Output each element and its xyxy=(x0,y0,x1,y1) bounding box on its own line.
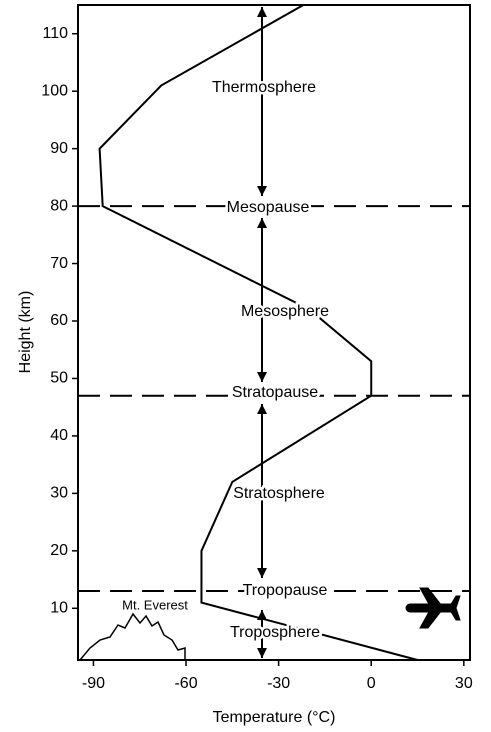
layer-label: Tropopause xyxy=(243,582,328,599)
y-tick-label: 60 xyxy=(50,312,68,329)
y-tick-label: 70 xyxy=(50,255,68,272)
layer-label: Troposphere xyxy=(230,624,320,641)
y-tick-label: 100 xyxy=(41,82,68,99)
layer-label: Mt. Everest xyxy=(122,597,188,612)
layer-label: Stratosphere xyxy=(233,485,325,502)
layer-label: Stratopause xyxy=(232,384,318,401)
layer-label: Mesopause xyxy=(227,199,310,216)
y-axis-label: Height (km) xyxy=(17,291,34,374)
x-tick-label: -90 xyxy=(82,675,105,692)
y-tick-label: 40 xyxy=(50,427,68,444)
y-tick-label: 10 xyxy=(50,600,68,617)
y-tick-label: 20 xyxy=(50,542,68,559)
plot-frame xyxy=(77,4,471,661)
x-tick-label: 30 xyxy=(455,675,473,692)
y-tick-label: 30 xyxy=(50,485,68,502)
temperature-line xyxy=(98,4,418,661)
layer-label: Thermosphere xyxy=(212,79,316,96)
layer-label: Mesosphere xyxy=(241,303,329,320)
x-tick-label: -60 xyxy=(174,675,197,692)
x-tick-label: 0 xyxy=(367,675,376,692)
y-tick-label: 110 xyxy=(42,25,68,42)
x-axis-label: Temperature (°C) xyxy=(213,709,336,726)
y-tick-label: 50 xyxy=(50,370,68,387)
y-tick-label: 80 xyxy=(50,197,68,214)
mountain-icon xyxy=(79,612,186,661)
y-tick-label: 90 xyxy=(50,140,68,157)
airplane-icon xyxy=(405,587,461,629)
x-tick-label: -30 xyxy=(267,675,290,692)
